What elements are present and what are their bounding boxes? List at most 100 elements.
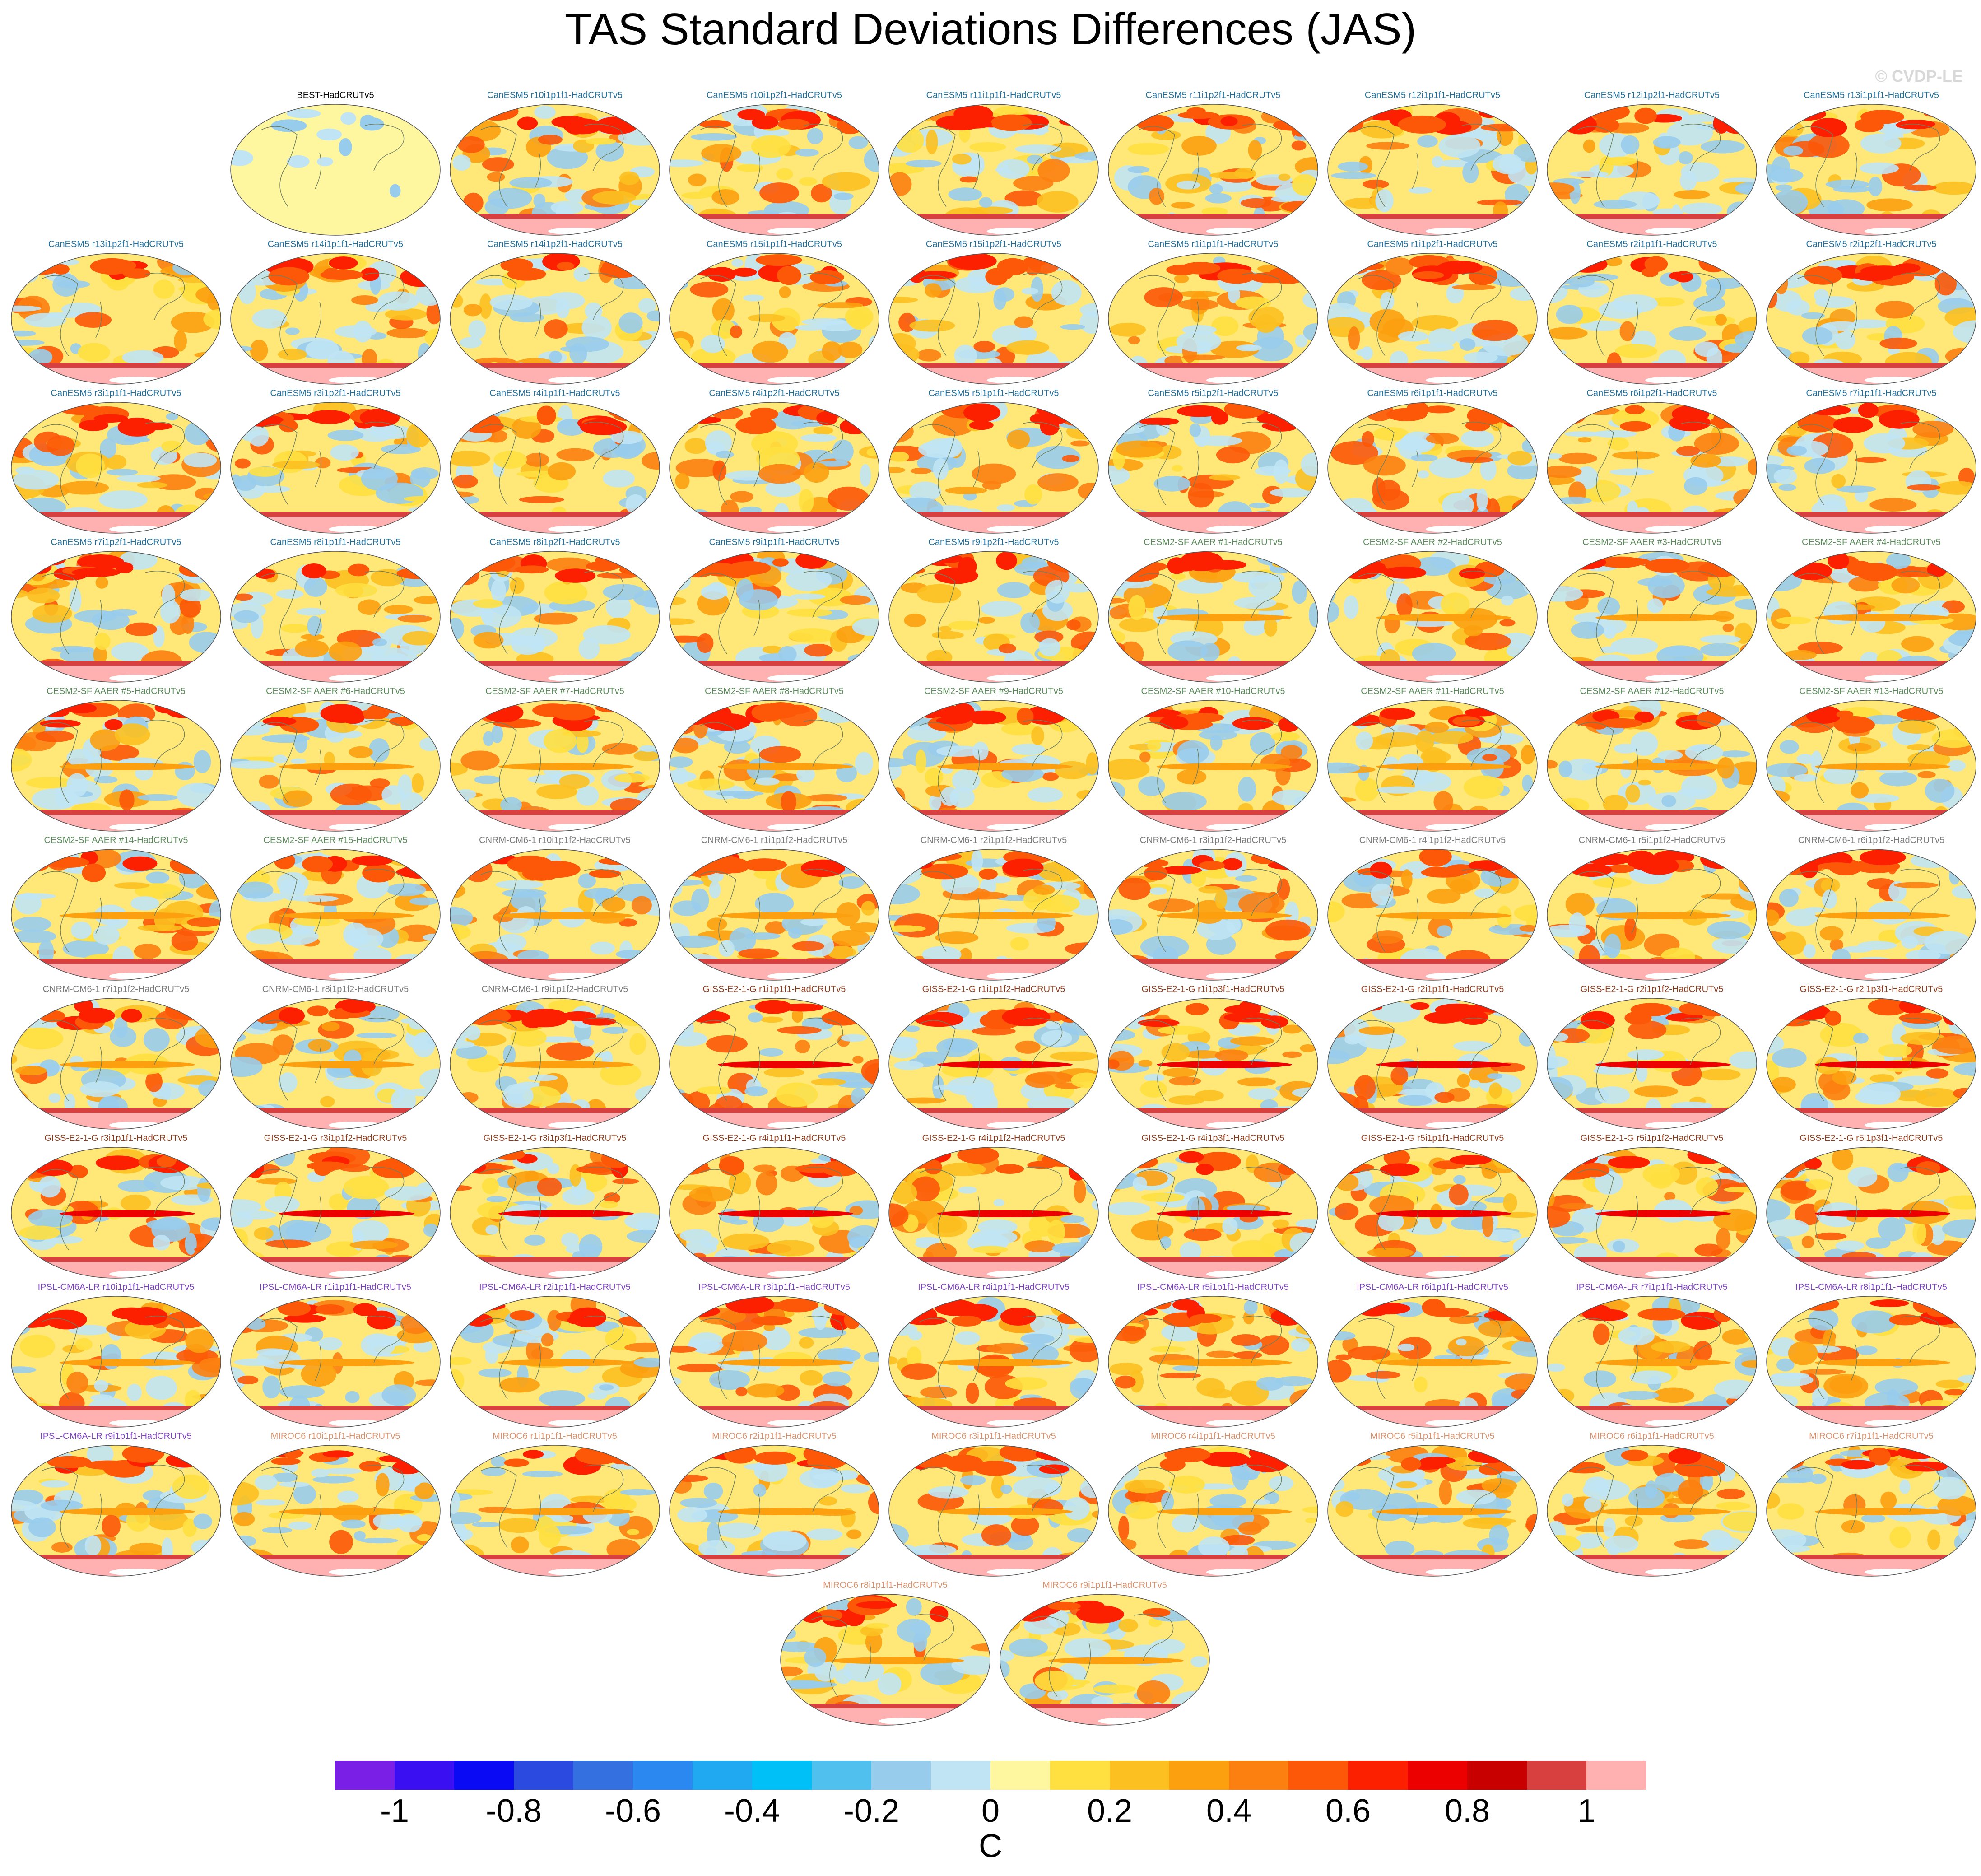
map-panel: CanESM5 r8i1p2f1-HadCRUTv5 [445, 537, 665, 686]
map-panel: CanESM5 r9i1p2f1-HadCRUTv5 [884, 537, 1103, 686]
map-panel: CESM2-SF AAER #10-HadCRUTv5 [1103, 686, 1323, 835]
panel-label: GISS-E2-1-G r3i1p1f1-HadCRUTv5 [44, 1133, 188, 1143]
panel-label: IPSL-CM6A-LR r7i1p1f1-HadCRUTv5 [1576, 1282, 1728, 1292]
panel-label: CESM2-SF AAER #2-HadCRUTv5 [1363, 537, 1502, 547]
map-panel: CanESM5 r7i1p2f1-HadCRUTv5 [6, 537, 226, 686]
panel-label: CanESM5 r9i1p2f1-HadCRUTv5 [928, 537, 1059, 547]
map-field [230, 1147, 441, 1279]
map-panel: GISS-E2-1-G r3i1p1f2-HadCRUTv5 [226, 1133, 445, 1282]
map-field [450, 1147, 660, 1279]
map-field [669, 998, 879, 1130]
map-panel: GISS-E2-1-G r3i1p1f1-HadCRUTv5 [6, 1133, 226, 1282]
map-panel: CanESM5 r1i1p1f1-HadCRUTv5 [1103, 239, 1323, 388]
map-field [1327, 551, 1538, 683]
map-field [669, 253, 879, 385]
map-panel: IPSL-CM6A-LR r3i1p1f1-HadCRUTv5 [665, 1282, 884, 1431]
map-panel: IPSL-CM6A-LR r5i1p1f1-HadCRUTv5 [1103, 1282, 1323, 1431]
map-field [230, 849, 441, 981]
panel-label: BEST-HadCRUTv5 [297, 90, 374, 100]
colorbar-swatch [1586, 1761, 1646, 1790]
map-panel: CanESM5 r2i1p1f1-HadCRUTv5 [1542, 239, 1762, 388]
panel-label: MIROC6 r2i1p1f1-HadCRUTv5 [712, 1431, 837, 1441]
panel-label: CESM2-SF AAER #13-HadCRUTv5 [1799, 686, 1944, 696]
panel-label: MIROC6 r1i1p1f1-HadCRUTv5 [493, 1431, 617, 1441]
colorbar-swatch [871, 1761, 931, 1790]
colorbar-tick-label: 0.6 [1325, 1793, 1371, 1829]
map-panel: MIROC6 r1i1p1f1-HadCRUTv5 [445, 1431, 665, 1580]
map-panel: CNRM-CM6-1 r1i1p1f2-HadCRUTv5 [665, 835, 884, 984]
panel-label: CanESM5 r1i1p1f1-HadCRUTv5 [1148, 239, 1279, 249]
map-panel: GISS-E2-1-G r1i1p1f2-HadCRUTv5 [884, 984, 1103, 1133]
panel-label: MIROC6 r10i1p1f1-HadCRUTv5 [270, 1431, 400, 1441]
panel-label: CanESM5 r5i1p1f1-HadCRUTv5 [928, 388, 1059, 398]
map-field [669, 551, 879, 683]
panel-label: CESM2-SF AAER #6-HadCRUTv5 [266, 686, 405, 696]
map-panel: GISS-E2-1-G r2i1p1f1-HadCRUTv5 [1323, 984, 1542, 1133]
map-field [450, 700, 660, 832]
map-panel: CanESM5 r13i1p2f1-HadCRUTv5 [6, 239, 226, 388]
map-panel: CESM2-SF AAER #1-HadCRUTv5 [1103, 537, 1323, 686]
colorbar [335, 1761, 1646, 1790]
map-panel: CanESM5 r4i1p2f1-HadCRUTv5 [665, 388, 884, 537]
map-panel: CanESM5 r6i1p2f1-HadCRUTv5 [1542, 388, 1762, 537]
map-panel: CanESM5 r5i1p2f1-HadCRUTv5 [1103, 388, 1323, 537]
map-field [230, 1296, 441, 1428]
map-field [1108, 1147, 1318, 1279]
panel-label: GISS-E2-1-G r2i1p1f2-HadCRUTv5 [1580, 984, 1724, 994]
map-panel: CNRM-CM6-1 r3i1p1f2-HadCRUTv5 [1103, 835, 1323, 984]
panel-label: MIROC6 r3i1p1f1-HadCRUTv5 [931, 1431, 1056, 1441]
panel-label: CanESM5 r8i1p1f1-HadCRUTv5 [270, 537, 401, 547]
map-field [11, 551, 221, 683]
colorbar-tick-label: -0.2 [843, 1793, 900, 1829]
map-panel: BEST-HadCRUTv5 [226, 90, 445, 239]
map-panel: CanESM5 r12i1p2f1-HadCRUTv5 [1542, 90, 1762, 239]
panel-label: CESM2-SF AAER #8-HadCRUTv5 [705, 686, 844, 696]
map-field [888, 551, 1099, 683]
panel-label: CESM2-SF AAER #11-HadCRUTv5 [1361, 686, 1504, 696]
map-field [450, 998, 660, 1130]
panel-label: CNRM-CM6-1 r2i1p1f2-HadCRUTv5 [920, 835, 1067, 845]
chart-title: TAS Standard Deviations Differences (JAS… [564, 4, 1417, 54]
colorbar-swatch [454, 1761, 514, 1790]
map-field [11, 700, 221, 832]
panel-label: CanESM5 r7i1p2f1-HadCRUTv5 [51, 537, 181, 547]
map-field [11, 998, 221, 1130]
map-panel: CESM2-SF AAER #15-HadCRUTv5 [226, 835, 445, 984]
colorbar-swatch [395, 1761, 455, 1790]
panel-label: CanESM5 r11i1p2f1-HadCRUTv5 [1145, 90, 1281, 100]
map-panel: IPSL-CM6A-LR r10i1p1f1-HadCRUTv5 [6, 1282, 226, 1431]
colorbar-swatch [1050, 1761, 1110, 1790]
map-field [1108, 104, 1318, 236]
panel-label: CanESM5 r7i1p1f1-HadCRUTv5 [1806, 388, 1937, 398]
map-field [1327, 104, 1538, 236]
panel-label: CanESM5 r12i1p2f1-HadCRUTv5 [1584, 90, 1720, 100]
panel-label: MIROC6 r5i1p1f1-HadCRUTv5 [1370, 1431, 1495, 1441]
panel-label: CanESM5 r13i1p1f1-HadCRUTv5 [1803, 90, 1939, 100]
map-field [230, 1445, 441, 1577]
colorbar-swatch [1288, 1761, 1349, 1790]
watermark: © CVDP-LE [1875, 67, 1963, 85]
map-panel: CNRM-CM6-1 r9i1p1f2-HadCRUTv5 [445, 984, 665, 1133]
panel-label: MIROC6 r8i1p1f1-HadCRUTv5 [823, 1580, 948, 1590]
panel-label: CanESM5 r5i1p2f1-HadCRUTv5 [1148, 388, 1279, 398]
map-panel: CanESM5 r14i1p2f1-HadCRUTv5 [445, 239, 665, 388]
colorbar-swatch [335, 1761, 395, 1790]
map-field [888, 1147, 1099, 1279]
map-panel: CanESM5 r10i1p2f1-HadCRUTv5 [665, 90, 884, 239]
map-field [669, 700, 879, 832]
map-panel: CanESM5 r10i1p1f1-HadCRUTv5 [445, 90, 665, 239]
panel-label: CESM2-SF AAER #12-HadCRUTv5 [1580, 686, 1724, 696]
panel-label: IPSL-CM6A-LR r1i1p1f1-HadCRUTv5 [260, 1282, 411, 1292]
panel-label: GISS-E2-1-G r5i1p1f1-HadCRUTv5 [1361, 1133, 1504, 1143]
panel-label: CESM2-SF AAER #1-HadCRUTv5 [1144, 537, 1283, 547]
map-panel: MIROC6 r7i1p1f1-HadCRUTv5 [1762, 1431, 1981, 1580]
panel-label: GISS-E2-1-G r3i1p1f2-HadCRUTv5 [264, 1133, 407, 1143]
panel-label: GISS-E2-1-G r3i1p3f1-HadCRUTv5 [483, 1133, 627, 1143]
panel-label: GISS-E2-1-G r5i1p3f1-HadCRUTv5 [1800, 1133, 1943, 1143]
map-panel: CNRM-CM6-1 r7i1p1f2-HadCRUTv5 [6, 984, 226, 1133]
colorbar-swatch [1467, 1761, 1527, 1790]
map-field [1547, 253, 1757, 385]
map-field [1547, 849, 1757, 981]
map-panel: CanESM5 r3i1p2f1-HadCRUTv5 [226, 388, 445, 537]
map-field [1108, 1296, 1318, 1428]
